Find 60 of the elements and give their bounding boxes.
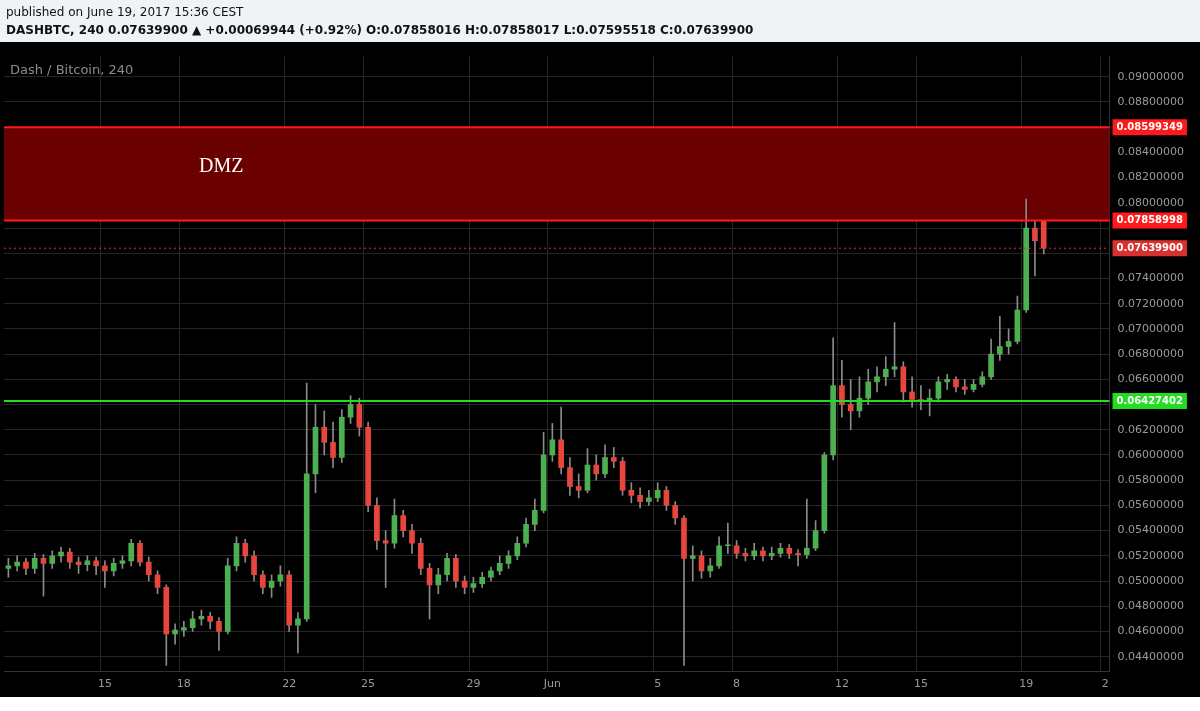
y-tick-label: 0.06000000: [1117, 447, 1184, 461]
text: Dash / Bitcoin, 240: [10, 62, 134, 78]
x-tick-label: 25: [361, 677, 376, 691]
candlestick: [847, 379, 854, 431]
candlestick: [14, 555, 20, 572]
band-label: DMZ: [199, 153, 244, 176]
candlestick: [997, 315, 1003, 361]
ref-line-label: 0.08599349: [1116, 120, 1183, 132]
x-tick-label: 15: [97, 677, 112, 691]
candlestick: [610, 447, 617, 468]
y-tick-label: 0.07000000: [1117, 321, 1184, 335]
x-tick-label: 18: [176, 677, 191, 691]
candlestick: [575, 473, 582, 499]
y-tick-label: 0.07200000: [1117, 296, 1184, 310]
candlestick: [707, 558, 714, 578]
y-tick-label: 0.04600000: [1117, 624, 1184, 638]
candlestick: [172, 623, 178, 645]
candlestick: [803, 498, 810, 559]
candlestick: [882, 356, 889, 386]
candlestick: [295, 612, 301, 654]
candlestick: [102, 560, 108, 588]
y-tick-label: 0.09000000: [1117, 69, 1184, 83]
x-tick-label: 19: [1019, 677, 1034, 691]
x-tick-label: 15: [913, 677, 928, 691]
y-tick-label: 0.05200000: [1117, 548, 1184, 562]
candlestick: [795, 549, 801, 567]
y-tick-label: 0.06600000: [1117, 372, 1184, 386]
x-tick-label: 2: [1101, 677, 1109, 691]
text: published on June 19, 2017 15:36 CEST: [6, 4, 245, 21]
candlestick: [768, 546, 775, 560]
x-tick-label: 29: [466, 677, 481, 691]
y-tick-label: 0.07400000: [1117, 271, 1184, 285]
y-tick-label: 0.08200000: [1117, 170, 1184, 184]
candlestick: [689, 545, 696, 582]
y-tick-label: 0.08400000: [1117, 145, 1184, 159]
y-tick-label: 0.06800000: [1117, 346, 1184, 360]
y-tick-label: 0.08800000: [1117, 94, 1184, 108]
x-tick-label: 12: [834, 677, 849, 691]
candlestick: [725, 522, 731, 554]
y-tick-label: 0.05600000: [1117, 498, 1184, 512]
x-tick-label: Jun: [542, 677, 561, 691]
ref-line-label: 0.07639900: [1116, 241, 1183, 253]
y-tick-label: 0.06200000: [1117, 422, 1184, 436]
candlestick: [944, 373, 951, 390]
text: DASHBTC, 240 0.07639900 ▲ +0.00069944 (+0.92%) O:0.07858016 H:0.07858017 L:0.07595518 C:0.07639900: [6, 22, 755, 39]
ref-line-label: 0.07858998: [1116, 214, 1183, 226]
y-tick-label: 0.04400000: [1117, 649, 1184, 663]
y-tick-label: 0.05400000: [1117, 523, 1184, 537]
y-tick-label: 0.08000000: [1117, 195, 1184, 209]
y-tick-label: 0.05800000: [1117, 473, 1184, 487]
candlestick: [874, 366, 880, 393]
x-tick-label: 22: [282, 677, 297, 691]
candlestick: [961, 379, 968, 395]
ref-line-label: 0.06427402: [1116, 394, 1183, 406]
candlestick: [181, 621, 187, 637]
candlestick: [646, 489, 652, 506]
x-tick-label: 8: [733, 677, 741, 691]
y-tick-label: 0.04800000: [1117, 599, 1184, 613]
y-tick-label: 0.05000000: [1117, 573, 1184, 587]
x-tick-label: 5: [654, 677, 662, 691]
